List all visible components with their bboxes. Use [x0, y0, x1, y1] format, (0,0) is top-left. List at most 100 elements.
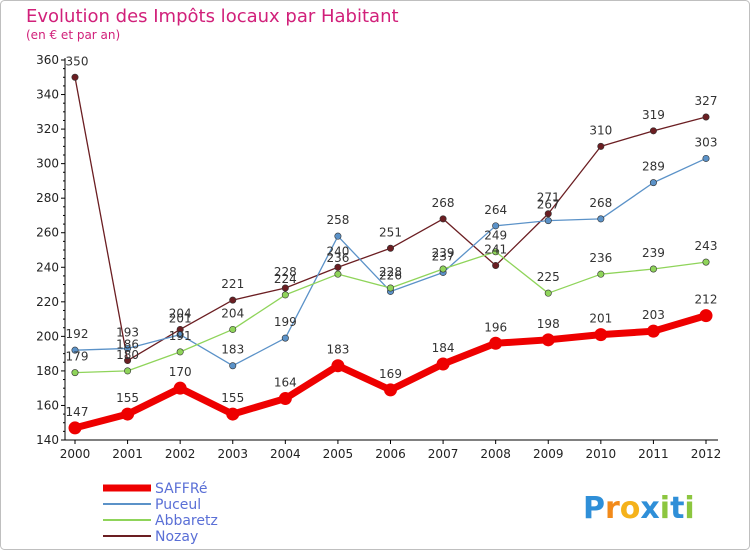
data-point	[492, 248, 500, 256]
data-point	[699, 309, 713, 323]
data-point	[229, 325, 237, 333]
y-tick-label: 160	[36, 398, 59, 412]
data-label: 196	[484, 320, 507, 334]
data-point	[71, 369, 79, 377]
data-point	[229, 362, 237, 370]
legend-label: Nozay	[155, 529, 198, 545]
data-label: 271	[537, 191, 560, 205]
data-label: 164	[274, 376, 297, 390]
logo-letter: P	[583, 491, 605, 526]
data-label: 201	[169, 312, 192, 326]
data-point	[281, 284, 289, 292]
logo-letter: i	[660, 491, 670, 526]
data-point	[439, 215, 447, 223]
data-point	[702, 258, 710, 266]
x-tick-label: 2010	[586, 447, 617, 461]
data-label: 183	[326, 343, 349, 357]
data-label: 319	[642, 108, 665, 122]
data-label: 224	[274, 272, 297, 286]
data-label: 303	[695, 135, 718, 149]
series-2	[71, 248, 710, 377]
data-point	[544, 217, 552, 225]
data-label: 186	[116, 338, 139, 352]
data-point	[176, 331, 184, 339]
data-point	[492, 262, 500, 270]
legend-label: Abbaretz	[155, 513, 218, 529]
y-tick-label: 280	[36, 191, 59, 205]
data-point	[436, 357, 450, 371]
x-tick-label: 2005	[323, 447, 354, 461]
data-point	[597, 270, 605, 278]
data-point	[226, 407, 240, 421]
data-label: 203	[642, 308, 665, 322]
x-tick-label: 2002	[165, 447, 196, 461]
data-point	[334, 270, 342, 278]
data-point	[386, 244, 394, 252]
data-label: 239	[432, 246, 455, 260]
logo-letter: i	[684, 491, 694, 526]
data-label: 267	[537, 198, 560, 212]
data-point	[334, 263, 342, 271]
data-label: 249	[484, 229, 507, 243]
x-tick-label: 2000	[60, 447, 91, 461]
data-point	[278, 392, 292, 406]
x-tick-label: 2012	[691, 447, 722, 461]
data-point	[71, 73, 79, 81]
x-tick-label: 2008	[480, 447, 511, 461]
data-point	[68, 421, 82, 435]
series-layer: 350 186 204 221 228 240 251 268 241 271 310 319 327 1…	[66, 54, 718, 435]
legend-label: Puceul	[155, 497, 201, 513]
data-point	[71, 346, 79, 354]
data-label: 184	[432, 341, 455, 355]
data-label: 155	[116, 391, 139, 405]
data-label: 204	[169, 306, 192, 320]
data-label: 225	[537, 270, 560, 284]
data-label: 239	[642, 246, 665, 260]
x-tick-label: 2001	[112, 447, 143, 461]
x-tick-label: 2011	[638, 447, 669, 461]
data-label: 228	[379, 265, 402, 279]
data-point	[597, 215, 605, 223]
proxiti-logo: Proxiti	[583, 491, 695, 526]
data-point	[597, 142, 605, 150]
data-point	[439, 265, 447, 273]
chart-title: Evolution des Impôts locaux par Habitant	[26, 6, 399, 27]
data-label: 192	[66, 327, 89, 341]
data-label: 169	[379, 367, 402, 381]
series-3	[71, 73, 710, 365]
data-label: 155	[221, 391, 244, 405]
y-tick-label: 320	[36, 122, 59, 136]
data-point	[646, 324, 660, 338]
data-label: 240	[326, 244, 349, 258]
data-point	[649, 265, 657, 273]
data-label: 183	[221, 343, 244, 357]
data-label: 268	[432, 196, 455, 210]
data-point	[384, 383, 397, 397]
data-label: 258	[326, 213, 349, 227]
data-label: 193	[116, 325, 139, 339]
data-label: 236	[589, 251, 612, 265]
data-label: 180	[116, 348, 139, 362]
x-tick-label: 2006	[375, 447, 406, 461]
x-tick-label: 2009	[533, 447, 564, 461]
data-point	[702, 154, 710, 162]
data-point	[649, 179, 657, 187]
data-label: 237	[432, 249, 455, 263]
data-point	[702, 113, 710, 121]
data-label: 221	[221, 277, 244, 291]
data-label: 228	[274, 265, 297, 279]
y-tick-label: 300	[36, 157, 59, 171]
y-tick-label: 360	[36, 53, 59, 67]
y-tick-label: 200	[36, 329, 59, 343]
data-point	[489, 336, 503, 350]
chart-subtitle: (en € et par an)	[26, 28, 120, 42]
data-label: 251	[379, 225, 402, 239]
data-label: 241	[484, 243, 507, 257]
data-label: 243	[695, 239, 718, 253]
logo-text: Proxiti	[583, 491, 695, 526]
data-label: 268	[589, 196, 612, 210]
data-point	[331, 359, 345, 373]
data-point	[173, 381, 187, 395]
data-point	[334, 232, 342, 240]
data-point	[594, 328, 608, 342]
